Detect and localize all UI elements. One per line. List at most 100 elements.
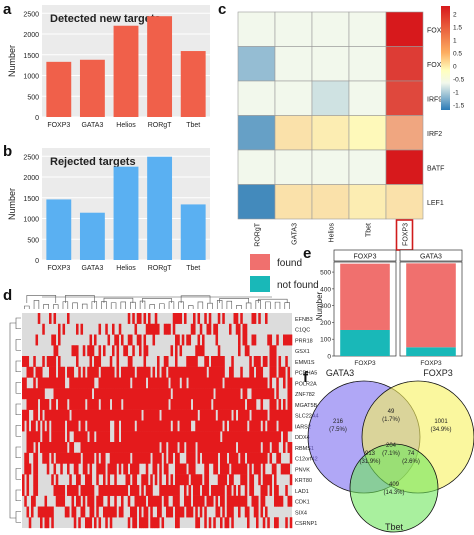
- matrix-cell: [85, 474, 88, 486]
- matrix-cell: [76, 463, 79, 475]
- matrix-cell: [249, 474, 252, 486]
- matrix-cell: [100, 431, 104, 443]
- panel-letter-f: f: [303, 369, 309, 386]
- bar-gata3: [79, 59, 105, 117]
- matrix-cell: [224, 517, 228, 529]
- matrix-cell: [154, 452, 158, 464]
- x-tick-label: Tbet: [186, 122, 200, 129]
- matrix-cell: [258, 431, 261, 443]
- venn-count-foxp3_only: 1001: [434, 419, 448, 425]
- matrix-cell: [238, 431, 241, 443]
- matrix-cell: [67, 409, 70, 421]
- matrix-cell: [80, 506, 84, 518]
- heatmap-cell: [385, 80, 424, 116]
- matrix-cell: [55, 345, 59, 357]
- matrix-cell: [235, 388, 239, 400]
- matrix-cell: [127, 474, 131, 486]
- matrix-cell: [253, 409, 257, 421]
- matrix-cell: [179, 474, 183, 486]
- matrix-cell: [107, 442, 111, 453]
- matrix-cell: [175, 495, 178, 507]
- matrix-cell: [262, 388, 266, 400]
- matrix-cell: [289, 388, 293, 400]
- matrix-cell: [37, 506, 41, 518]
- matrix-cell: [91, 345, 95, 357]
- matrix-cell: [91, 399, 95, 410]
- matrix-cell: [82, 452, 86, 464]
- matrix-cell: [28, 463, 32, 475]
- matrix-cell: [217, 345, 221, 357]
- matrix-cell: [226, 431, 230, 443]
- matrix-cell: [242, 474, 246, 486]
- matrix-cell: [186, 334, 189, 346]
- matrix-cell: [116, 366, 120, 378]
- matrix-cell: [22, 377, 25, 389]
- matrix-cell: [136, 388, 140, 400]
- matrix-cell: [253, 377, 257, 389]
- matrix-cell: [73, 388, 77, 400]
- matrix-cell: [33, 431, 36, 443]
- matrix-cell: [179, 506, 183, 518]
- matrix-cell: [150, 506, 153, 518]
- matrix-cell: [208, 442, 212, 453]
- matrix-cell: [145, 323, 149, 335]
- matrix-cell: [51, 517, 54, 529]
- matrix-cell: [145, 431, 149, 443]
- matrix-cell: [184, 474, 187, 486]
- matrix-cell: [85, 517, 88, 529]
- matrix-cell: [267, 388, 270, 400]
- matrix-cell: [121, 442, 124, 453]
- matrix-cell: [215, 323, 219, 335]
- matrix-cell: [62, 399, 66, 410]
- matrix-cell: [46, 399, 50, 410]
- matrix-cell: [175, 399, 178, 410]
- matrix-cell: [76, 420, 79, 432]
- matrix-cell: [130, 431, 133, 443]
- matrix-cell: [172, 431, 176, 443]
- heatmap-cell: [274, 115, 313, 151]
- matrix-cell: [222, 463, 225, 475]
- matrix-cell: [130, 399, 133, 410]
- gene-label: C12orf42: [295, 457, 318, 463]
- matrix-cell: [265, 452, 268, 464]
- matrix-cell: [265, 431, 268, 443]
- matrix-cell: [64, 409, 68, 421]
- matrix-cell: [267, 431, 270, 443]
- matrix-cell: [222, 442, 225, 453]
- matrix-cell: [53, 345, 57, 357]
- matrix-cell: [175, 452, 178, 464]
- matrix-cell: [69, 452, 72, 464]
- matrix-cell: [240, 431, 243, 443]
- matrix-cell: [179, 345, 183, 357]
- matrix-cell: [274, 474, 277, 486]
- matrix-cell: [89, 517, 93, 529]
- matrix-cell: [154, 474, 158, 486]
- gene-label: EMM1S: [295, 360, 315, 366]
- matrix-cell: [222, 356, 225, 367]
- matrix-cell: [132, 474, 135, 486]
- heatmap-cell: [237, 184, 276, 220]
- matrix-cell: [112, 485, 115, 496]
- matrix-cell: [226, 463, 230, 475]
- matrix-cell: [181, 377, 185, 389]
- matrix-cell: [186, 431, 189, 443]
- matrix-cell: [130, 442, 133, 453]
- matrix-cell: [204, 420, 207, 432]
- heatmap-cell: [274, 11, 313, 47]
- matrix-cell: [204, 517, 207, 529]
- matrix-cell: [271, 366, 275, 378]
- matrix-cell: [91, 506, 95, 518]
- matrix-cell: [202, 420, 205, 432]
- matrix-cell: [71, 345, 75, 357]
- heatmap-col-label: Tbet: [366, 223, 373, 237]
- matrix-cell: [123, 345, 126, 357]
- matrix-cell: [276, 388, 279, 400]
- matrix-cell: [35, 463, 39, 475]
- matrix-cell: [231, 506, 234, 518]
- matrix-cell: [195, 399, 198, 410]
- matrix-cell: [91, 452, 95, 464]
- matrix-cell: [143, 517, 147, 529]
- matrix-cell: [220, 485, 223, 496]
- matrix-cell: [283, 442, 286, 453]
- matrix-cell: [35, 442, 39, 453]
